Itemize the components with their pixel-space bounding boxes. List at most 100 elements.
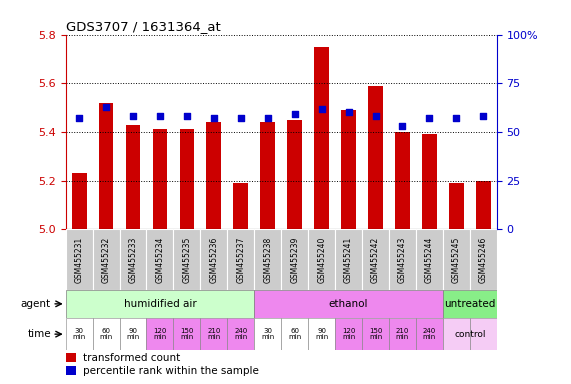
FancyBboxPatch shape	[470, 229, 497, 290]
Point	[102, 104, 111, 110]
Text: 120
min: 120 min	[153, 328, 167, 340]
FancyBboxPatch shape	[66, 229, 93, 290]
Point	[452, 115, 461, 121]
Text: transformed count: transformed count	[83, 353, 180, 362]
FancyBboxPatch shape	[389, 318, 416, 350]
FancyBboxPatch shape	[227, 229, 254, 290]
Text: 240
min: 240 min	[423, 328, 436, 340]
FancyBboxPatch shape	[147, 318, 174, 350]
Bar	[99, 103, 114, 229]
Text: 60
min: 60 min	[99, 328, 112, 340]
FancyBboxPatch shape	[335, 229, 362, 290]
Text: humidified air: humidified air	[123, 299, 196, 309]
Point	[371, 113, 380, 119]
Bar	[476, 180, 490, 229]
Point	[155, 113, 164, 119]
Text: 90
min: 90 min	[315, 328, 328, 340]
FancyBboxPatch shape	[416, 229, 443, 290]
Bar	[341, 110, 356, 229]
Bar	[72, 173, 87, 229]
FancyBboxPatch shape	[254, 290, 443, 318]
Text: GSM455238: GSM455238	[263, 237, 272, 283]
Point	[290, 111, 299, 118]
FancyBboxPatch shape	[335, 318, 362, 350]
Text: agent: agent	[21, 299, 51, 309]
FancyBboxPatch shape	[66, 318, 93, 350]
Text: 240
min: 240 min	[234, 328, 247, 340]
Bar	[368, 86, 383, 229]
FancyBboxPatch shape	[416, 318, 443, 350]
FancyBboxPatch shape	[389, 229, 416, 290]
Text: percentile rank within the sample: percentile rank within the sample	[83, 366, 259, 376]
FancyBboxPatch shape	[308, 229, 335, 290]
Bar	[66, 353, 77, 362]
Text: GSM455233: GSM455233	[128, 236, 138, 283]
Text: 90
min: 90 min	[126, 328, 140, 340]
FancyBboxPatch shape	[174, 229, 200, 290]
Text: GSM455237: GSM455237	[236, 236, 246, 283]
FancyBboxPatch shape	[362, 318, 389, 350]
FancyBboxPatch shape	[119, 229, 147, 290]
Point	[210, 115, 219, 121]
FancyBboxPatch shape	[119, 318, 147, 350]
Text: 210
min: 210 min	[396, 328, 409, 340]
Bar	[422, 134, 437, 229]
Text: GSM455234: GSM455234	[155, 236, 164, 283]
Text: GSM455244: GSM455244	[425, 236, 434, 283]
Text: 150
min: 150 min	[180, 328, 194, 340]
Text: GDS3707 / 1631364_at: GDS3707 / 1631364_at	[66, 20, 220, 33]
Text: 210
min: 210 min	[207, 328, 220, 340]
Text: time: time	[27, 329, 51, 339]
Text: GSM455243: GSM455243	[398, 236, 407, 283]
Text: GSM455242: GSM455242	[371, 237, 380, 283]
FancyBboxPatch shape	[470, 318, 497, 350]
Text: 60
min: 60 min	[288, 328, 301, 340]
FancyBboxPatch shape	[254, 318, 281, 350]
Bar	[207, 122, 222, 229]
FancyBboxPatch shape	[362, 229, 389, 290]
Point	[478, 113, 488, 119]
Point	[344, 109, 353, 116]
Text: 150
min: 150 min	[369, 328, 382, 340]
FancyBboxPatch shape	[200, 318, 227, 350]
Bar	[449, 183, 464, 229]
Bar	[287, 120, 302, 229]
Text: GSM455232: GSM455232	[102, 237, 111, 283]
Bar	[314, 47, 329, 229]
Bar	[126, 124, 140, 229]
Text: control: control	[454, 329, 485, 339]
Text: GSM455239: GSM455239	[290, 236, 299, 283]
Text: ethanol: ethanol	[329, 299, 368, 309]
Text: 30
min: 30 min	[261, 328, 275, 340]
Point	[425, 115, 434, 121]
FancyBboxPatch shape	[443, 229, 470, 290]
Bar	[66, 366, 77, 375]
Text: 120
min: 120 min	[342, 328, 355, 340]
Text: GSM455231: GSM455231	[75, 237, 83, 283]
FancyBboxPatch shape	[254, 229, 281, 290]
FancyBboxPatch shape	[443, 318, 470, 350]
Point	[236, 115, 246, 121]
FancyBboxPatch shape	[281, 318, 308, 350]
FancyBboxPatch shape	[174, 318, 200, 350]
Text: GSM455235: GSM455235	[182, 236, 191, 283]
Bar	[234, 183, 248, 229]
FancyBboxPatch shape	[93, 318, 119, 350]
Bar	[395, 132, 410, 229]
Point	[182, 113, 191, 119]
FancyBboxPatch shape	[443, 290, 497, 318]
Point	[398, 123, 407, 129]
FancyBboxPatch shape	[308, 318, 335, 350]
Text: GSM455241: GSM455241	[344, 237, 353, 283]
Point	[75, 115, 84, 121]
Bar	[152, 129, 167, 229]
FancyBboxPatch shape	[66, 290, 254, 318]
Bar	[179, 129, 194, 229]
FancyBboxPatch shape	[227, 318, 254, 350]
FancyBboxPatch shape	[93, 229, 119, 290]
Bar	[260, 122, 275, 229]
Text: GSM455240: GSM455240	[317, 236, 326, 283]
FancyBboxPatch shape	[147, 229, 174, 290]
Text: GSM455236: GSM455236	[210, 236, 218, 283]
Text: GSM455245: GSM455245	[452, 236, 461, 283]
